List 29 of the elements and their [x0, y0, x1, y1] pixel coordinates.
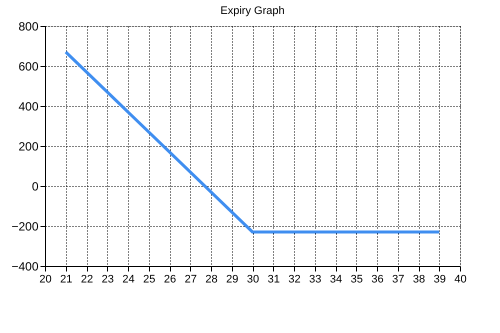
x-tick-label: 26 — [164, 274, 176, 286]
x-tick-label: 36 — [371, 274, 384, 286]
x-tick-label: 23 — [102, 274, 114, 286]
x-tick-label: 33 — [309, 274, 322, 286]
x-tick-label: 27 — [184, 274, 197, 286]
x-tick-label: 25 — [143, 274, 156, 286]
y-tick-label: 0 — [32, 180, 39, 194]
x-tick-label: 32 — [288, 274, 301, 286]
x-tick-label: 24 — [122, 274, 135, 286]
x-tick-label: 21 — [60, 274, 72, 286]
y-tick-label: 200 — [18, 140, 39, 154]
x-tick-label: 31 — [268, 274, 280, 286]
y-tick-label: −400 — [11, 260, 39, 274]
x-tick-label: 20 — [39, 274, 52, 286]
y-tick-label: 800 — [18, 20, 39, 34]
x-tick-label: 38 — [412, 274, 426, 286]
y-tick-label: 400 — [18, 100, 39, 114]
chart-title: Expiry Graph — [220, 5, 285, 17]
x-tick-label: 35 — [350, 274, 363, 286]
x-tick-label: 22 — [80, 274, 94, 286]
y-tick-label: −200 — [11, 220, 39, 234]
x-tick-label: 39 — [434, 274, 446, 286]
x-tick-label: 29 — [226, 274, 238, 286]
x-tick-label: 34 — [330, 274, 342, 286]
x-tick-label: 28 — [205, 274, 218, 286]
x-tick-label: 40 — [454, 274, 467, 286]
y-tick-label: 600 — [18, 60, 39, 74]
x-tick-label: 37 — [392, 274, 404, 286]
x-tick-label: 30 — [246, 274, 260, 286]
